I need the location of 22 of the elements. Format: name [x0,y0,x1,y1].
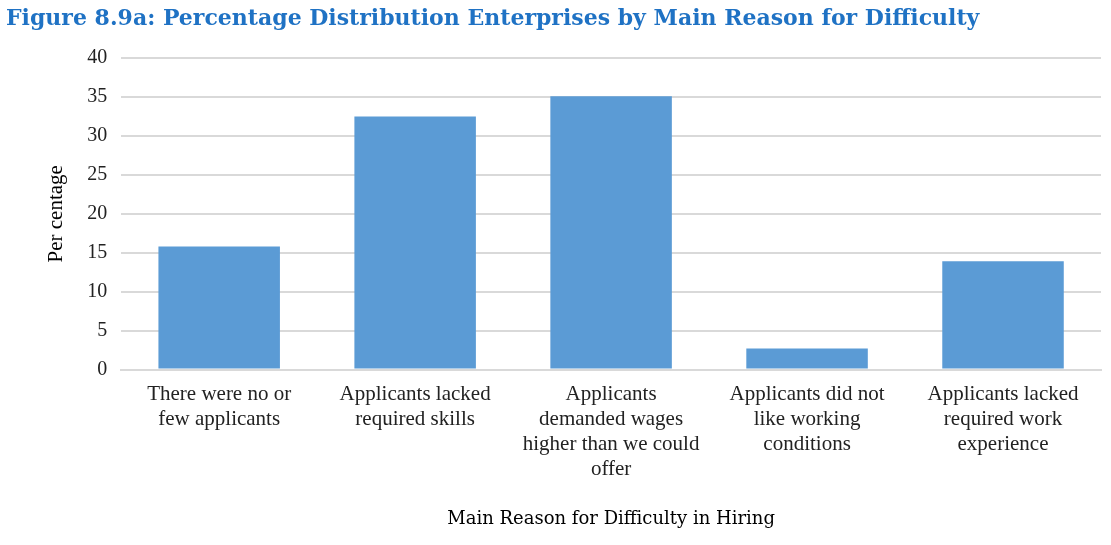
chart-title: Figure 8.9a: Percentage Distribution Enterprises by Main Reason for Difficulty [6,3,981,32]
bar [550,96,672,369]
x-tick-label: Applicants lacked required work experience [927,380,1080,456]
y-tick-label: 25 [87,162,108,185]
y-tick-label: 30 [87,123,108,146]
x-tick-label: Applicants lacked required skills [339,380,492,430]
bar [158,246,280,369]
y-axis-title: Per centage [43,165,68,263]
y-tick-label: 10 [87,278,108,301]
y-tick-label: 15 [87,240,108,262]
x-tick-label: There were no or few applicants [147,380,292,430]
x-axis-title: Main Reason for Difficulty in Hiring [447,506,775,528]
y-tick-label: 40 [87,45,108,68]
y-tick-label: 35 [87,84,108,107]
x-tick-label: Applicants demanded wages higher than we could offer [522,380,700,481]
bar [746,348,868,369]
bar [942,261,1064,369]
x-tick-label: Applicants did not like working conditions [729,380,885,456]
y-tick-label: 5 [97,317,108,340]
y-tick-label: 20 [87,201,108,224]
bar [354,116,476,369]
y-tick-label: 0 [97,356,108,379]
